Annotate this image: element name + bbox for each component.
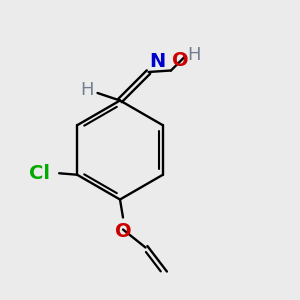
Text: O: O — [172, 51, 188, 70]
Text: H: H — [188, 46, 201, 64]
Text: Cl: Cl — [29, 164, 50, 183]
Text: N: N — [149, 52, 165, 71]
Text: O: O — [115, 222, 131, 241]
Text: H: H — [80, 81, 94, 99]
